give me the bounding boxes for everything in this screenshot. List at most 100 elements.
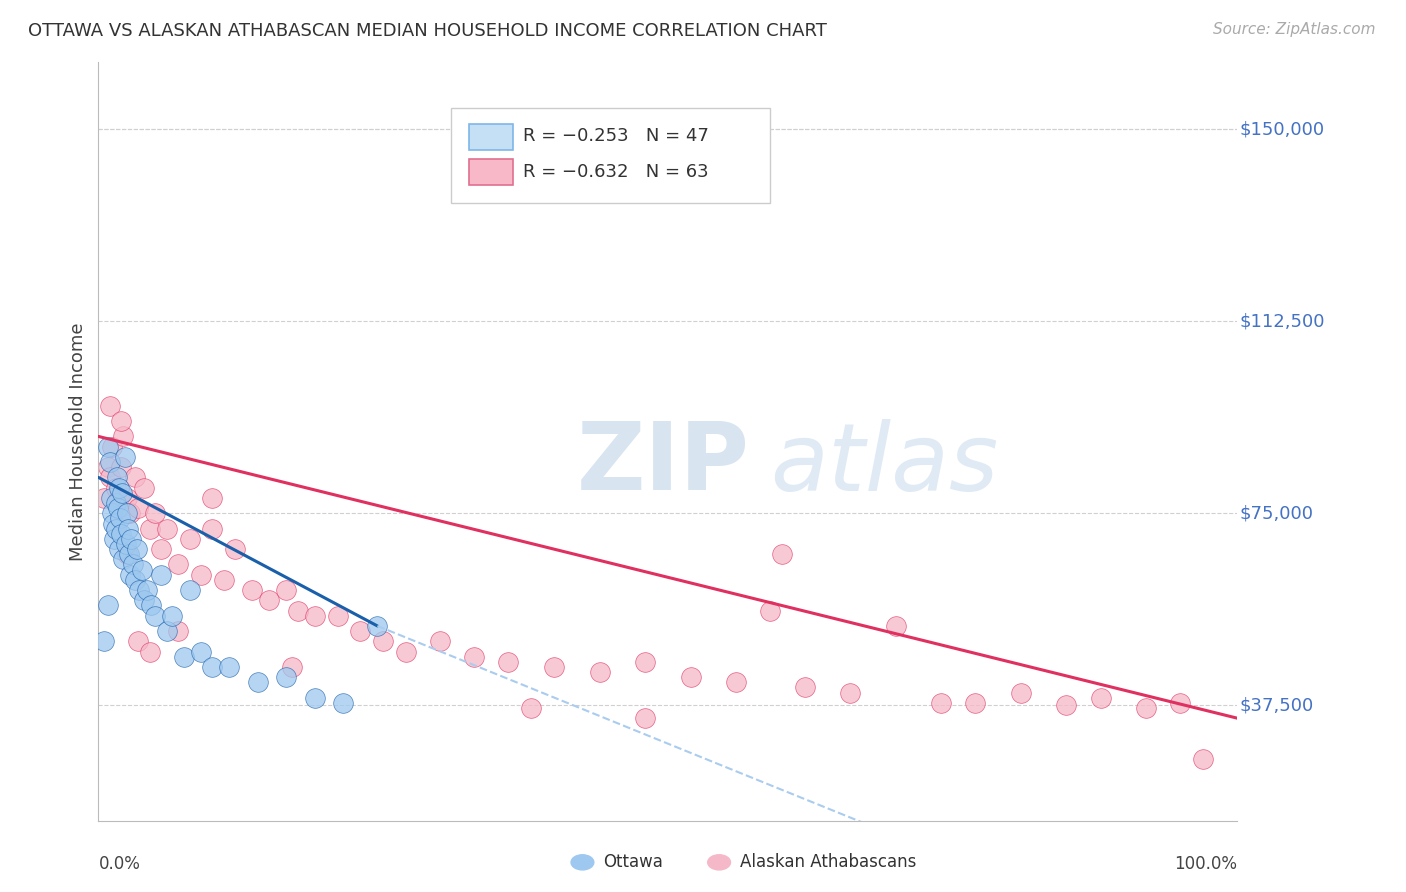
Point (304, 690, 326, 705)
Point (115, 547, 138, 561)
Text: Ottawa: Ottawa (603, 854, 662, 871)
Point (96, 440, 118, 454)
Point (1192, 752, 1215, 766)
Point (543, 660, 565, 674)
Point (107, 501, 129, 516)
Point (884, 619, 907, 633)
Point (259, 593, 281, 607)
Point (395, 644, 418, 658)
Point (201, 522, 224, 536)
Point (1010, 685, 1032, 699)
FancyBboxPatch shape (468, 160, 513, 186)
Point (114, 450, 136, 464)
Point (201, 491, 224, 505)
Text: $112,500: $112,500 (1240, 312, 1324, 330)
Text: ZIP: ZIP (576, 418, 749, 510)
Point (124, 470, 146, 484)
Point (104, 522, 127, 536)
Point (103, 516, 125, 531)
Circle shape (571, 855, 593, 870)
Point (105, 470, 128, 484)
Point (1170, 696, 1192, 710)
Y-axis label: Median Household Income: Median Household Income (69, 322, 87, 561)
Point (104, 481, 127, 495)
Point (679, 670, 702, 684)
Point (120, 532, 142, 546)
Point (93, 491, 115, 505)
Text: atlas: atlas (770, 418, 998, 510)
Point (965, 696, 987, 710)
Point (167, 624, 190, 639)
Point (145, 608, 167, 623)
Text: Source: ZipAtlas.com: Source: ZipAtlas.com (1212, 22, 1375, 37)
Point (929, 696, 952, 710)
Text: R = −0.632   N = 63: R = −0.632 N = 63 (523, 162, 709, 180)
Point (167, 558, 190, 572)
Point (304, 608, 326, 623)
Point (136, 583, 159, 598)
Point (173, 649, 195, 664)
Point (120, 567, 142, 582)
Point (190, 644, 212, 658)
Point (108, 511, 131, 525)
Point (371, 634, 394, 648)
Point (349, 624, 371, 639)
Point (588, 665, 610, 679)
Point (138, 522, 160, 536)
Point (98, 455, 121, 469)
Point (96, 599, 118, 613)
Point (179, 532, 201, 546)
Point (839, 685, 862, 699)
Point (634, 655, 657, 669)
Point (110, 526, 132, 541)
Point (100, 491, 122, 505)
Point (1135, 701, 1157, 715)
Point (131, 563, 153, 577)
Point (139, 599, 162, 613)
Point (332, 696, 354, 710)
Text: OTTAWA VS ALASKAN ATHABASCAN MEDIAN HOUSEHOLD INCOME CORRELATION CHART: OTTAWA VS ALASKAN ATHABASCAN MEDIAN HOUS… (28, 22, 827, 40)
FancyBboxPatch shape (468, 124, 513, 150)
Point (108, 481, 131, 495)
Point (96, 460, 118, 475)
Point (218, 660, 240, 674)
FancyBboxPatch shape (451, 108, 770, 202)
Point (127, 634, 149, 648)
Point (150, 542, 173, 557)
Point (120, 506, 142, 520)
Point (118, 547, 141, 561)
Point (156, 522, 179, 536)
Point (127, 501, 149, 516)
Point (112, 552, 135, 566)
Point (110, 414, 132, 428)
Point (145, 506, 167, 520)
Point (276, 583, 298, 598)
Point (101, 440, 124, 454)
Text: $75,000: $75,000 (1240, 504, 1313, 522)
Point (520, 701, 543, 715)
Point (117, 522, 139, 536)
Point (132, 593, 155, 607)
Point (287, 604, 309, 618)
Point (115, 506, 138, 520)
Point (429, 634, 451, 648)
Point (124, 573, 146, 587)
Point (725, 675, 748, 690)
Point (463, 649, 485, 664)
Point (111, 485, 134, 500)
Point (138, 644, 160, 658)
Point (770, 547, 793, 561)
Point (1054, 698, 1078, 713)
Point (281, 660, 304, 674)
Text: 0.0%: 0.0% (98, 855, 141, 872)
Circle shape (707, 855, 731, 870)
Point (276, 670, 298, 684)
Point (793, 681, 815, 695)
Point (759, 604, 782, 618)
Point (224, 542, 246, 557)
Point (162, 608, 184, 623)
Point (93, 634, 115, 648)
Text: 100.0%: 100.0% (1174, 855, 1237, 872)
Point (326, 608, 349, 623)
Point (127, 542, 149, 557)
